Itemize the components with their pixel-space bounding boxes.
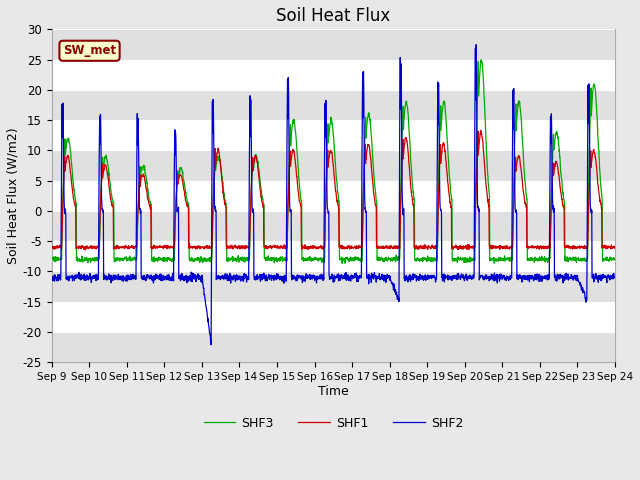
Line: SHF1: SHF1: [52, 130, 615, 250]
SHF2: [350, 275, 358, 281]
SHF1: [577, 244, 585, 250]
Legend: SHF3, SHF1, SHF2: SHF3, SHF1, SHF2: [198, 412, 468, 435]
SHF3: [362, 131, 370, 137]
SHF3: [48, 256, 56, 262]
SHF3: [498, 256, 506, 262]
SHF1: [477, 127, 484, 133]
SHF2: [472, 42, 480, 48]
SHF1: [362, 156, 370, 162]
SHF3: [477, 57, 484, 63]
SHF3: [562, 255, 570, 261]
SHF1: [562, 244, 570, 250]
SHF3: [350, 258, 358, 264]
SHF2: [577, 287, 585, 293]
Bar: [52, 29, 615, 60]
SHF2: [498, 275, 506, 280]
SHF1: [81, 247, 89, 253]
SHF1: [205, 245, 213, 251]
Line: SHF2: SHF2: [52, 45, 615, 345]
Title: Soil Heat Flux: Soil Heat Flux: [276, 7, 390, 25]
SHF1: [350, 244, 358, 250]
Bar: [52, 332, 615, 362]
SHF2: [611, 274, 619, 279]
Bar: [52, 271, 615, 301]
SHF2: [562, 273, 570, 278]
Y-axis label: Soil Heat Flux (W/m2): Soil Heat Flux (W/m2): [7, 127, 20, 264]
Bar: [52, 211, 615, 241]
SHF1: [611, 244, 619, 250]
SHF2: [48, 276, 56, 281]
SHF3: [205, 257, 212, 263]
SHF3: [577, 256, 585, 262]
Line: SHF3: SHF3: [52, 60, 615, 264]
SHF2: [205, 324, 212, 329]
SHF3: [339, 261, 346, 266]
SHF1: [48, 243, 56, 249]
SHF2: [362, 208, 370, 214]
SHF3: [611, 257, 619, 263]
Bar: [52, 90, 615, 120]
X-axis label: Time: Time: [318, 384, 349, 397]
SHF1: [498, 244, 506, 250]
Text: SW_met: SW_met: [63, 44, 116, 57]
SHF2: [207, 342, 215, 348]
Bar: [52, 150, 615, 180]
